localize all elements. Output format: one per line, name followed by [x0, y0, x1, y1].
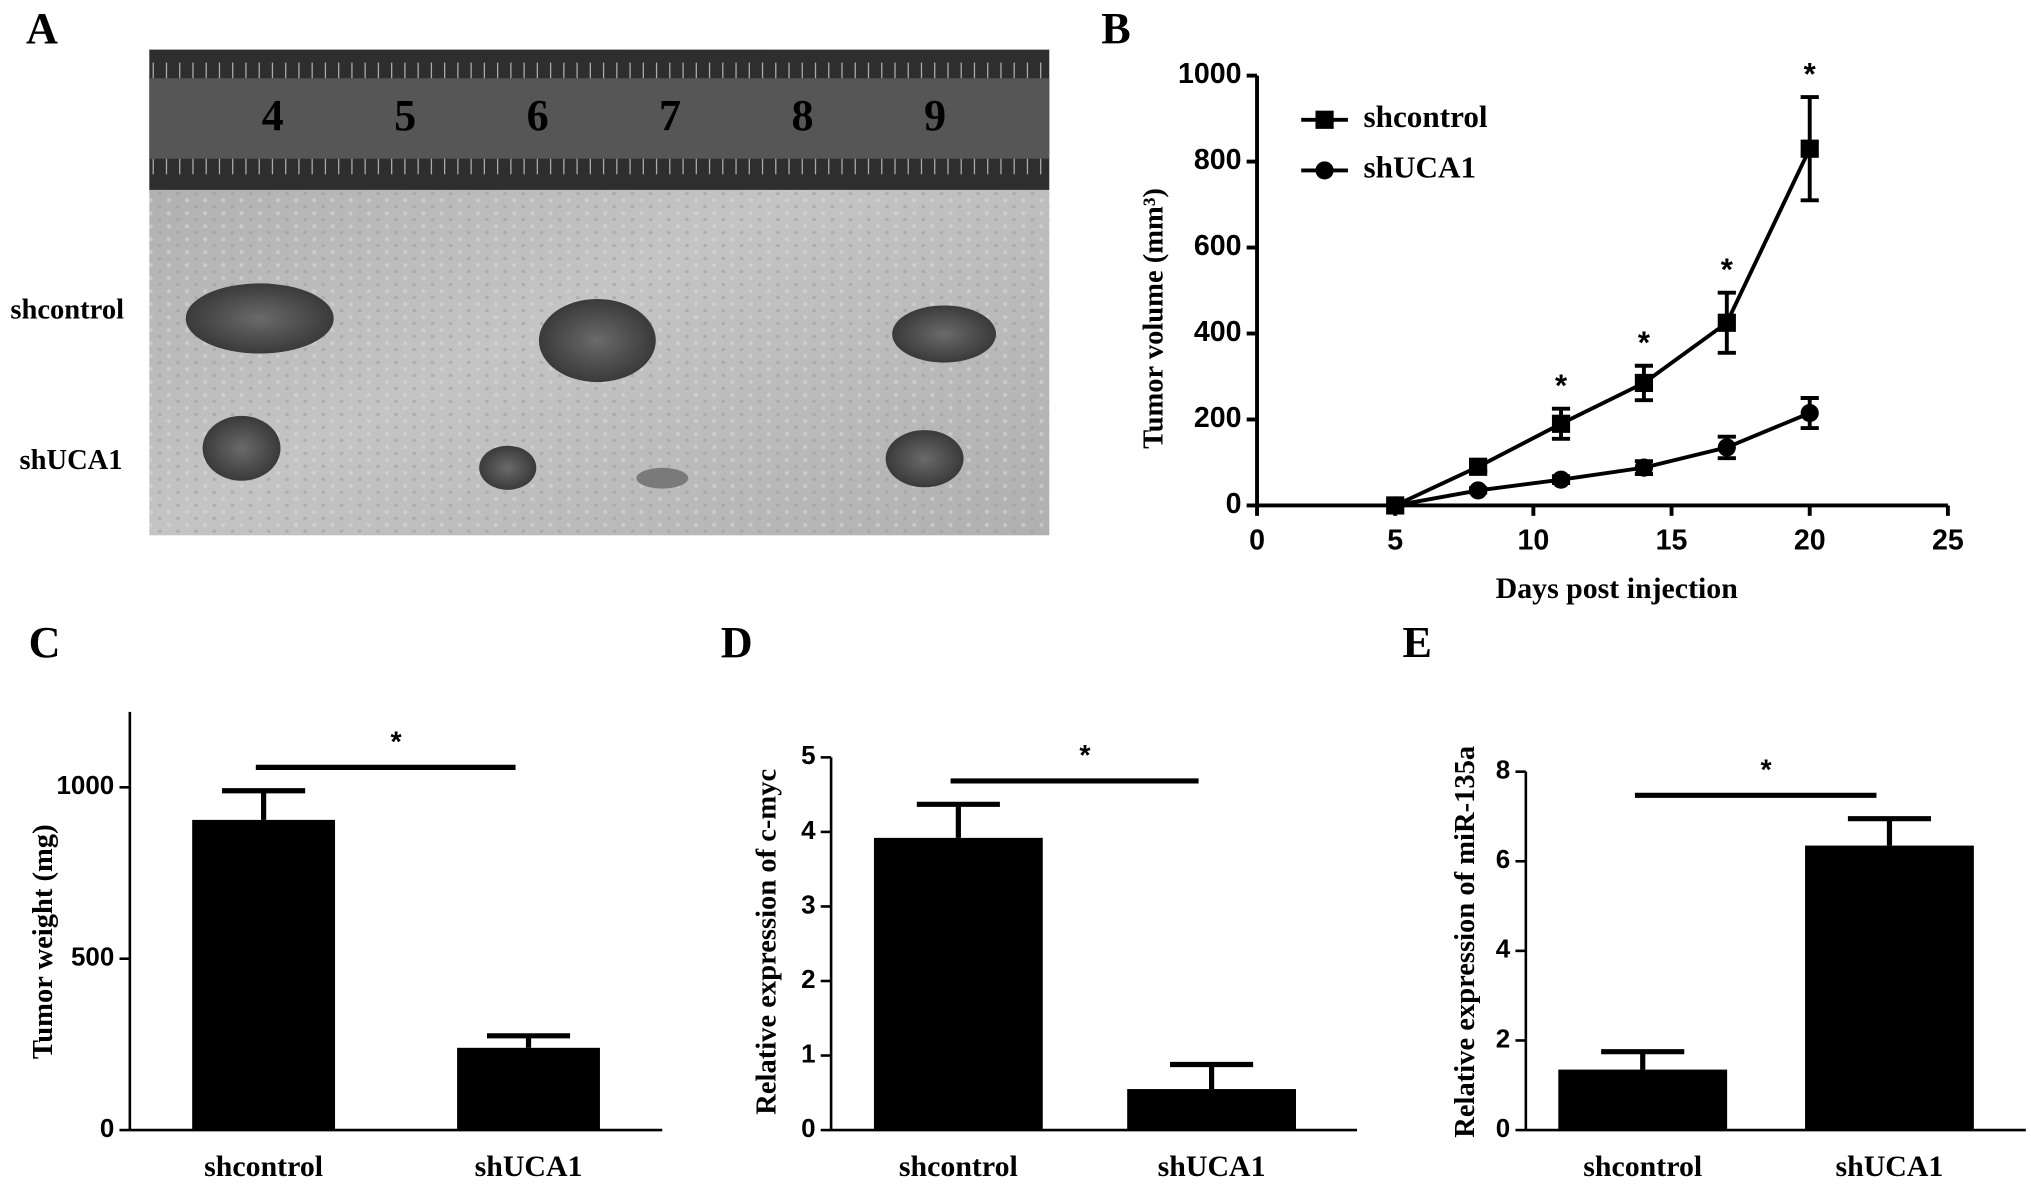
x-tick-label: shcontrol — [899, 1150, 1018, 1183]
x-tick-label: shcontrol — [204, 1150, 323, 1183]
x-tick-label: 20 — [1794, 524, 1826, 556]
y-tick-label: 0 — [1496, 1113, 1510, 1143]
error-bar — [1847, 816, 1932, 846]
tumor — [202, 415, 281, 481]
x-tick-label: shUCA1 — [1158, 1150, 1266, 1183]
significance-star: * — [391, 727, 403, 759]
photo: A shcontrol shUCA1 — [10, 4, 1050, 536]
legend-marker — [1315, 161, 1334, 180]
tumor — [885, 430, 964, 488]
tumor — [185, 283, 334, 354]
y-tick-label: 1 — [801, 1038, 815, 1068]
significance-star: * — [1555, 368, 1568, 403]
marker — [1800, 403, 1819, 423]
y-tick-label: 8 — [1496, 755, 1510, 785]
significance-star: * — [1804, 57, 1817, 92]
y-tick-label: 1000 — [1178, 58, 1242, 90]
ruler-label: 6 — [527, 91, 549, 140]
panel-label: B — [1101, 4, 1130, 53]
y-tick-label: 0 — [801, 1113, 815, 1143]
panel-label: D — [721, 618, 753, 667]
marker — [1800, 139, 1819, 158]
x-tick-label: shcontrol — [1583, 1150, 1702, 1183]
x-tick-label: 15 — [1656, 524, 1688, 556]
y-tick-label: 600 — [1194, 230, 1242, 262]
legend-label: shUCA1 — [1364, 150, 1477, 185]
y-tick-label: 0 — [1226, 488, 1242, 520]
panel-label: C — [29, 618, 61, 667]
bar — [1127, 1089, 1296, 1131]
row-label: shcontrol — [10, 295, 124, 326]
row-label: shUCA1 — [19, 445, 122, 476]
tumor — [538, 298, 656, 383]
ruler-label: 9 — [924, 91, 946, 140]
error-bar — [916, 801, 1000, 838]
y-tick-label: 500 — [71, 942, 114, 972]
tumors — [185, 283, 997, 490]
y-tick-label: 4 — [801, 815, 816, 845]
significance-star: * — [1721, 252, 1734, 287]
x-tick-label: shUCA1 — [475, 1150, 583, 1183]
marker — [1717, 313, 1736, 332]
y-tick-label: 200 — [1194, 402, 1242, 434]
tumor — [892, 305, 997, 363]
marker — [1634, 458, 1654, 477]
y-tick-label: 6 — [1496, 844, 1510, 874]
x-tick-label: 5 — [1387, 524, 1403, 556]
y-axis-label: Relative expression of miR-135a — [1450, 746, 1481, 1138]
bar — [192, 819, 336, 1131]
tumor — [479, 445, 537, 490]
ruler-ticks — [152, 62, 1042, 175]
marker — [1551, 470, 1571, 489]
legend-label: shcontrol — [1364, 99, 1488, 134]
marker — [1551, 414, 1571, 433]
y-tick-label: 400 — [1194, 316, 1242, 348]
marker — [1386, 496, 1405, 515]
panel-label: A — [26, 4, 58, 53]
bar — [1805, 845, 1974, 1131]
y-tick-label: 2 — [801, 964, 815, 994]
error-bar — [1170, 1061, 1254, 1090]
significance-star: * — [1761, 754, 1773, 786]
bar — [1558, 1069, 1728, 1131]
ruler-label: 4 — [262, 91, 284, 140]
error-bar — [486, 1033, 571, 1048]
x-axis-label: Days post injection — [1496, 572, 1739, 605]
y-axis-label: Tumor volume (mm³) — [1138, 188, 1169, 449]
ruler-label: 7 — [659, 91, 681, 140]
x-tick-label: 0 — [1249, 524, 1265, 556]
ruler-label: 5 — [394, 91, 416, 140]
tumor — [636, 467, 689, 489]
x-tick-label: 10 — [1517, 524, 1549, 556]
bar — [457, 1047, 600, 1131]
ruler-face — [149, 78, 1050, 159]
y-tick-label: 800 — [1194, 144, 1242, 176]
error-bar — [1601, 1049, 1685, 1070]
ruler-label: 8 — [791, 91, 813, 140]
y-tick-label: 4 — [1496, 934, 1511, 964]
y-axis-label: Relative expression of c-myc — [751, 769, 782, 1115]
series-line — [1394, 411, 1811, 508]
marker — [1634, 373, 1654, 393]
significance-star: * — [1079, 740, 1091, 772]
marker — [1717, 438, 1736, 457]
y-tick-label: 3 — [801, 889, 815, 919]
y-tick-label: 0 — [100, 1113, 114, 1143]
legend-marker — [1315, 110, 1334, 129]
panel-label: E — [1402, 618, 1431, 667]
marker — [1469, 481, 1488, 500]
y-tick-label: 1000 — [56, 770, 114, 800]
x-tick-label: 25 — [1932, 524, 1964, 556]
marker — [1469, 457, 1488, 476]
series-line — [1394, 147, 1812, 508]
error-bar — [222, 788, 306, 820]
x-tick-label: shUCA1 — [1836, 1150, 1944, 1183]
y-tick-label: 5 — [801, 740, 815, 770]
y-axis-label: Tumor weight (mg) — [28, 824, 59, 1059]
significance-star: * — [1638, 325, 1651, 360]
bar — [873, 837, 1043, 1131]
y-tick-label: 2 — [1496, 1023, 1510, 1053]
